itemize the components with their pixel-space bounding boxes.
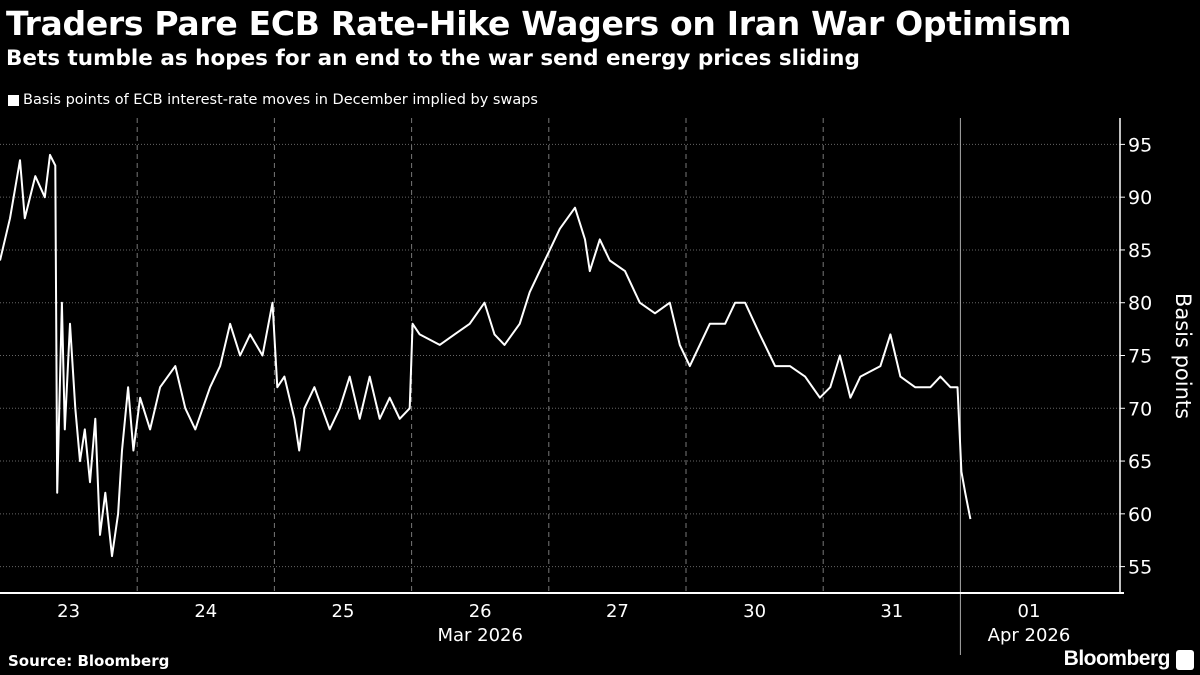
bloomberg-chat-icon <box>1176 650 1194 670</box>
chart-title: Traders Pare ECB Rate-Hike Wagers on Ira… <box>6 4 1072 43</box>
x-tick-label: 26 <box>469 601 492 622</box>
x-tick-label: 25 <box>332 601 355 622</box>
legend-label: Basis points of ECB interest-rate moves … <box>23 92 538 108</box>
y-tick-label: 55 <box>1128 557 1152 579</box>
x-tick-label: 23 <box>57 601 80 622</box>
y-tick-label: 75 <box>1128 346 1152 368</box>
legend: Basis points of ECB interest-rate moves … <box>8 92 538 108</box>
x-tick-label: 31 <box>880 601 903 622</box>
y-tick-label: 90 <box>1128 187 1152 209</box>
y-tick-label: 65 <box>1128 451 1152 473</box>
month-label: Apr 2026 <box>988 625 1071 646</box>
y-tick-label: 70 <box>1128 398 1152 420</box>
series-line <box>0 153 972 558</box>
y-tick-label: 95 <box>1128 134 1152 156</box>
legend-swatch <box>8 94 19 106</box>
chart-subtitle: Bets tumble as hopes for an end to the w… <box>6 46 860 71</box>
y-tick-label: 85 <box>1128 240 1152 262</box>
x-tick-label: 27 <box>606 601 629 622</box>
x-tick-label: 01 <box>1018 601 1041 622</box>
y-axis-label: Basis points <box>1171 293 1195 419</box>
y-tick-label: 60 <box>1128 504 1152 526</box>
y-tick-label: 80 <box>1128 293 1152 315</box>
month-label: Mar 2026 <box>437 625 523 646</box>
source-note: Source: Bloomberg <box>8 652 170 670</box>
x-tick-label: 24 <box>194 601 217 622</box>
bloomberg-logo: Bloomberg <box>1063 647 1171 670</box>
x-tick-label: 30 <box>743 601 766 622</box>
